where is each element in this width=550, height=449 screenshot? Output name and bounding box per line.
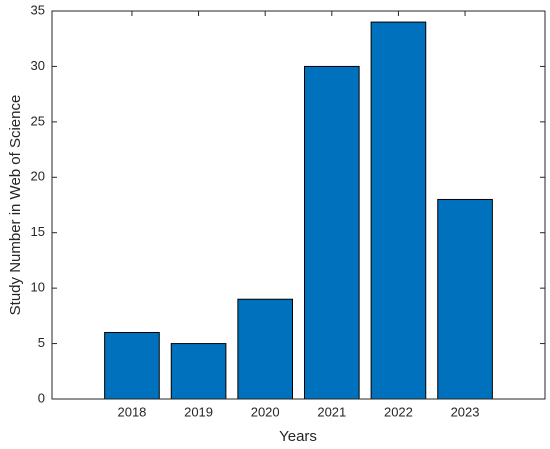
bar [170, 343, 227, 400]
plot-frame [51, 10, 546, 400]
y-tick-label: 5 [38, 335, 45, 350]
y-tick-label: 30 [31, 58, 45, 73]
x-tick-label: 2023 [451, 404, 480, 419]
x-tick-label: 2020 [251, 404, 280, 419]
bar [370, 21, 427, 400]
y-tick-label: 10 [31, 280, 45, 295]
y-tick-label: 25 [31, 113, 45, 128]
x-tick-label: 2019 [184, 404, 213, 419]
bar [104, 331, 160, 400]
x-axis-title: Years [279, 428, 317, 445]
y-tick-label: 0 [38, 390, 45, 405]
x-tick-label: 2018 [117, 404, 146, 419]
bar [237, 298, 294, 400]
x-tick-label: 2022 [384, 404, 413, 419]
y-tick-label: 35 [31, 2, 45, 17]
y-tick-label: 20 [31, 169, 45, 184]
bar [437, 198, 493, 400]
y-tick-label: 15 [31, 224, 45, 239]
y-axis-title: Study Number in Web of Science [7, 95, 24, 316]
x-tick-label: 2021 [317, 404, 346, 419]
bar [303, 65, 360, 400]
